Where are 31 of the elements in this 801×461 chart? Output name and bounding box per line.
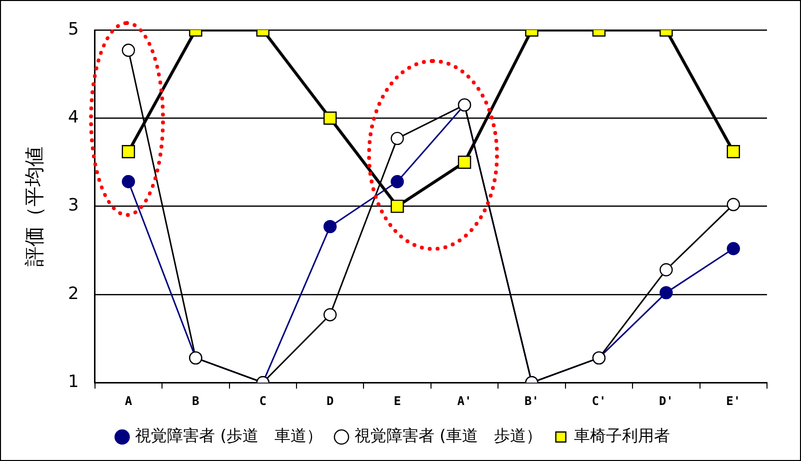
x-tick-label: D <box>326 394 334 408</box>
legend-label: 車椅子利用者 <box>574 426 670 446</box>
legend-label: 視覚障害者 (歩道 車道） <box>135 426 322 446</box>
x-tick-label: C' <box>592 394 606 408</box>
point <box>458 156 472 169</box>
x-tick-label: E' <box>726 394 741 408</box>
point <box>390 175 404 188</box>
y-axis-title: 評価（平均値 <box>22 146 46 266</box>
point <box>323 112 337 125</box>
legend-label: 視覚障害者 (車道 歩道） <box>354 426 542 446</box>
point <box>660 286 673 300</box>
y-tick-label: 3 <box>68 196 79 216</box>
x-tick-label: D' <box>658 394 674 408</box>
x-tick-label: B' <box>524 394 539 408</box>
y-tick-label: 5 <box>68 19 79 40</box>
y-tick-label: 1 <box>68 372 79 392</box>
x-tick-label: A' <box>457 394 472 408</box>
y-tick-label: 2 <box>68 284 79 304</box>
point <box>726 242 740 256</box>
point <box>390 132 404 146</box>
x-tick-label: E <box>394 394 401 408</box>
point <box>122 145 136 158</box>
point <box>390 200 404 213</box>
x-tick-label: A <box>124 394 133 408</box>
x-tick-label: C <box>259 394 266 408</box>
y-tick-label: 4 <box>68 108 79 128</box>
x-tick-label: B <box>192 394 200 408</box>
point <box>726 198 740 212</box>
point <box>726 145 740 158</box>
point <box>323 220 337 234</box>
point <box>122 175 136 188</box>
